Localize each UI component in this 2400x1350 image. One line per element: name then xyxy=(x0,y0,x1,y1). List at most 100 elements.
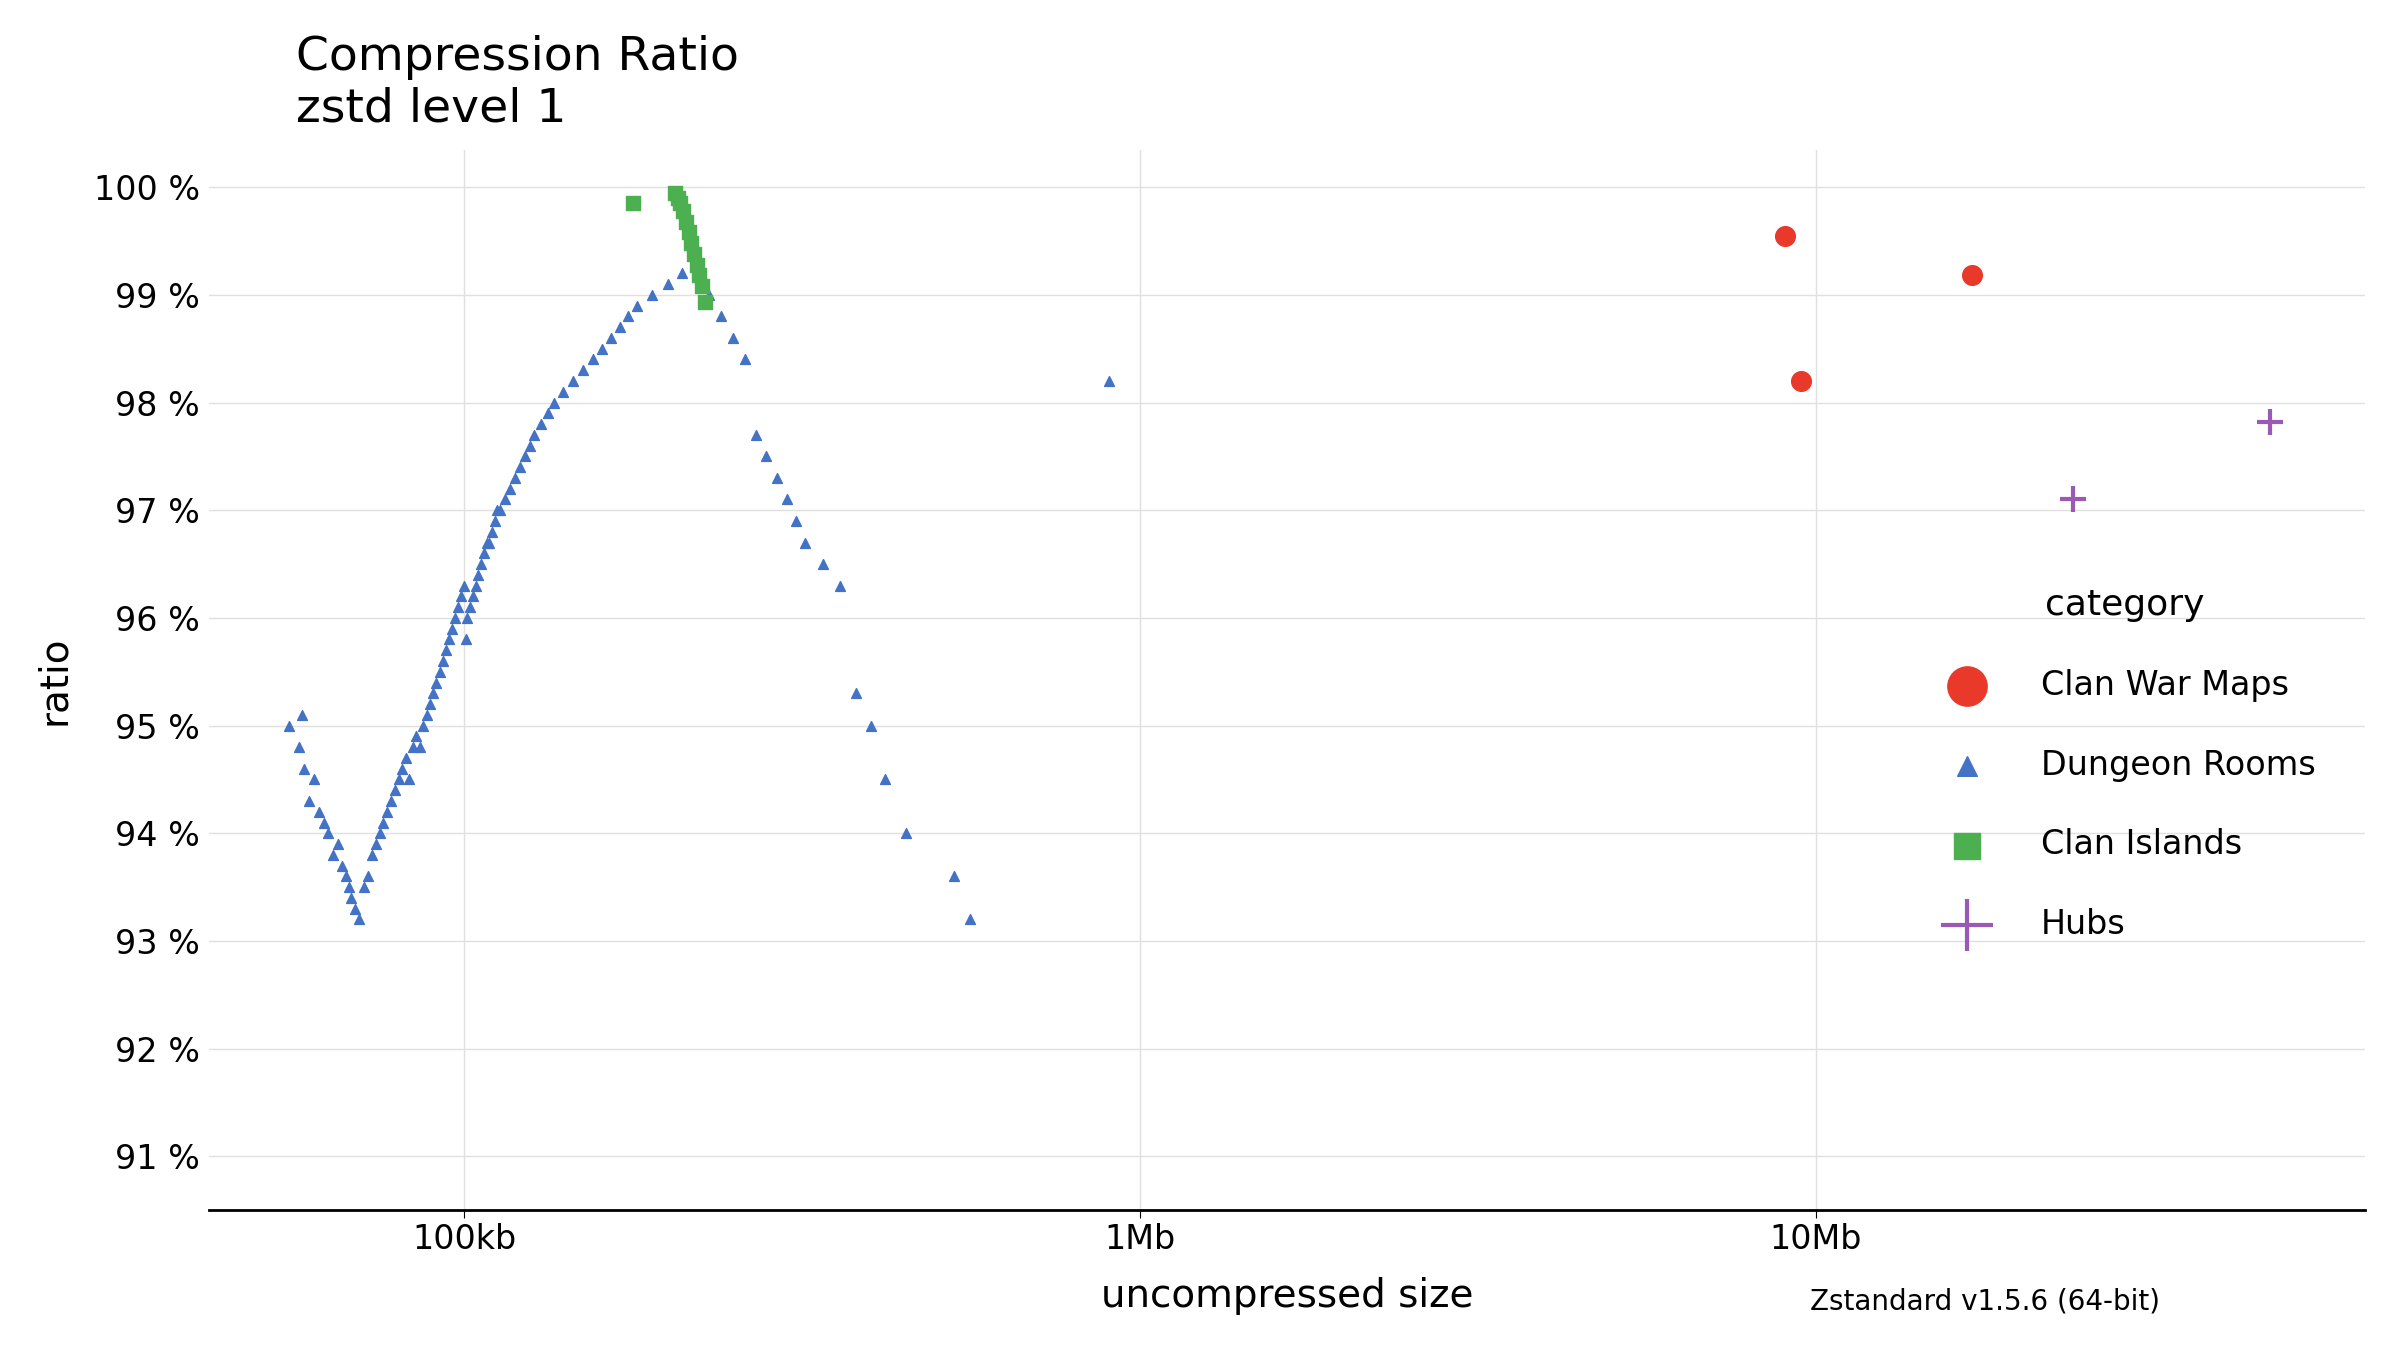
Clan Islands xyxy=(674,243,713,265)
Dungeon Rooms xyxy=(446,629,485,651)
Dungeon Rooms xyxy=(396,725,434,747)
Dungeon Rooms xyxy=(281,736,319,757)
Dungeon Rooms xyxy=(269,716,307,737)
Dungeon Rooms xyxy=(305,811,343,833)
Clan Islands xyxy=(670,221,708,243)
Dungeon Rooms xyxy=(360,822,398,844)
Dungeon Rooms xyxy=(437,608,475,629)
Dungeon Rooms xyxy=(662,262,701,284)
Dungeon Rooms xyxy=(545,381,583,402)
Dungeon Rooms xyxy=(420,662,458,683)
Dungeon Rooms xyxy=(341,909,379,930)
Dungeon Rooms xyxy=(485,489,523,510)
Clan War Maps xyxy=(1951,265,1990,286)
Dungeon Rooms xyxy=(461,554,499,575)
Text: Zstandard v1.5.6 (64-bit): Zstandard v1.5.6 (64-bit) xyxy=(1810,1288,2160,1315)
Dungeon Rooms xyxy=(372,790,410,811)
Dungeon Rooms xyxy=(838,683,876,705)
Dungeon Rooms xyxy=(353,844,391,865)
Dungeon Rooms xyxy=(432,618,470,640)
Dungeon Rooms xyxy=(444,575,482,597)
Dungeon Rooms xyxy=(950,909,989,930)
Dungeon Rooms xyxy=(634,284,672,305)
Dungeon Rooms xyxy=(758,467,797,489)
Clan Islands xyxy=(665,200,703,221)
Dungeon Rooms xyxy=(600,316,638,338)
Dungeon Rooms xyxy=(290,790,329,811)
Clan Islands xyxy=(686,292,725,313)
Dungeon Rooms xyxy=(454,586,492,608)
Dungeon Rooms xyxy=(295,768,334,790)
Dungeon Rooms xyxy=(439,597,478,618)
Dungeon Rooms xyxy=(492,478,530,500)
Dungeon Rooms xyxy=(778,510,816,532)
Dungeon Rooms xyxy=(310,822,348,844)
Dungeon Rooms xyxy=(451,597,490,618)
Dungeon Rooms xyxy=(480,500,518,521)
Dungeon Rooms xyxy=(737,424,775,446)
Dungeon Rooms xyxy=(466,543,504,564)
Dungeon Rooms xyxy=(787,532,826,553)
Clan Islands xyxy=(614,193,653,215)
Dungeon Rooms xyxy=(511,435,550,456)
Dungeon Rooms xyxy=(403,716,442,737)
Dungeon Rooms xyxy=(427,640,466,662)
Clan Islands xyxy=(667,211,706,232)
Clan Islands xyxy=(662,193,701,215)
Dungeon Rooms xyxy=(852,716,890,737)
Dungeon Rooms xyxy=(286,757,324,779)
Legend: Clan War Maps, Dungeon Rooms, Clan Islands, Hubs: Clan War Maps, Dungeon Rooms, Clan Islan… xyxy=(1901,555,2350,975)
Dungeon Rooms xyxy=(677,251,715,273)
Clan Islands xyxy=(679,265,718,286)
Dungeon Rooms xyxy=(394,736,432,757)
Dungeon Rooms xyxy=(329,876,367,898)
Dungeon Rooms xyxy=(593,327,631,348)
Dungeon Rooms xyxy=(348,865,386,887)
Dungeon Rooms xyxy=(377,779,415,801)
Dungeon Rooms xyxy=(648,273,686,294)
Dungeon Rooms xyxy=(617,294,655,316)
Dungeon Rooms xyxy=(326,865,365,887)
Dungeon Rooms xyxy=(502,456,540,478)
Dungeon Rooms xyxy=(336,898,374,919)
Dungeon Rooms xyxy=(470,532,509,553)
Dungeon Rooms xyxy=(535,392,574,413)
Dungeon Rooms xyxy=(713,327,751,348)
Clan War Maps xyxy=(1781,370,1819,392)
Dungeon Rooms xyxy=(458,564,497,586)
X-axis label: uncompressed size: uncompressed size xyxy=(1102,1277,1474,1315)
Dungeon Rooms xyxy=(583,338,622,359)
Dungeon Rooms xyxy=(331,887,370,909)
Dungeon Rooms xyxy=(449,608,487,629)
Dungeon Rooms xyxy=(1090,370,1128,392)
Text: Compression Ratio
zstd level 1: Compression Ratio zstd level 1 xyxy=(295,35,739,132)
Dungeon Rooms xyxy=(701,305,739,327)
Dungeon Rooms xyxy=(418,672,456,694)
Dungeon Rooms xyxy=(386,747,425,768)
Dungeon Rooms xyxy=(319,833,358,855)
Dungeon Rooms xyxy=(422,651,461,672)
Dungeon Rooms xyxy=(468,532,506,553)
Clan Islands xyxy=(672,232,710,254)
Dungeon Rooms xyxy=(473,521,511,543)
Dungeon Rooms xyxy=(689,284,727,305)
Dungeon Rooms xyxy=(821,575,859,597)
Dungeon Rooms xyxy=(324,855,362,876)
Dungeon Rooms xyxy=(365,811,403,833)
Clan Islands xyxy=(684,275,722,297)
Dungeon Rooms xyxy=(384,757,422,779)
Dungeon Rooms xyxy=(497,467,535,489)
Y-axis label: ratio: ratio xyxy=(34,634,72,725)
Dungeon Rooms xyxy=(408,705,446,726)
Clan Islands xyxy=(658,188,696,209)
Dungeon Rooms xyxy=(554,370,593,392)
Dungeon Rooms xyxy=(391,768,430,790)
Dungeon Rooms xyxy=(574,348,612,370)
Dungeon Rooms xyxy=(413,683,451,705)
Dungeon Rooms xyxy=(746,446,785,467)
Clan Islands xyxy=(655,182,694,204)
Dungeon Rooms xyxy=(725,348,763,370)
Dungeon Rooms xyxy=(343,876,382,898)
Dungeon Rooms xyxy=(475,510,514,532)
Dungeon Rooms xyxy=(410,694,449,716)
